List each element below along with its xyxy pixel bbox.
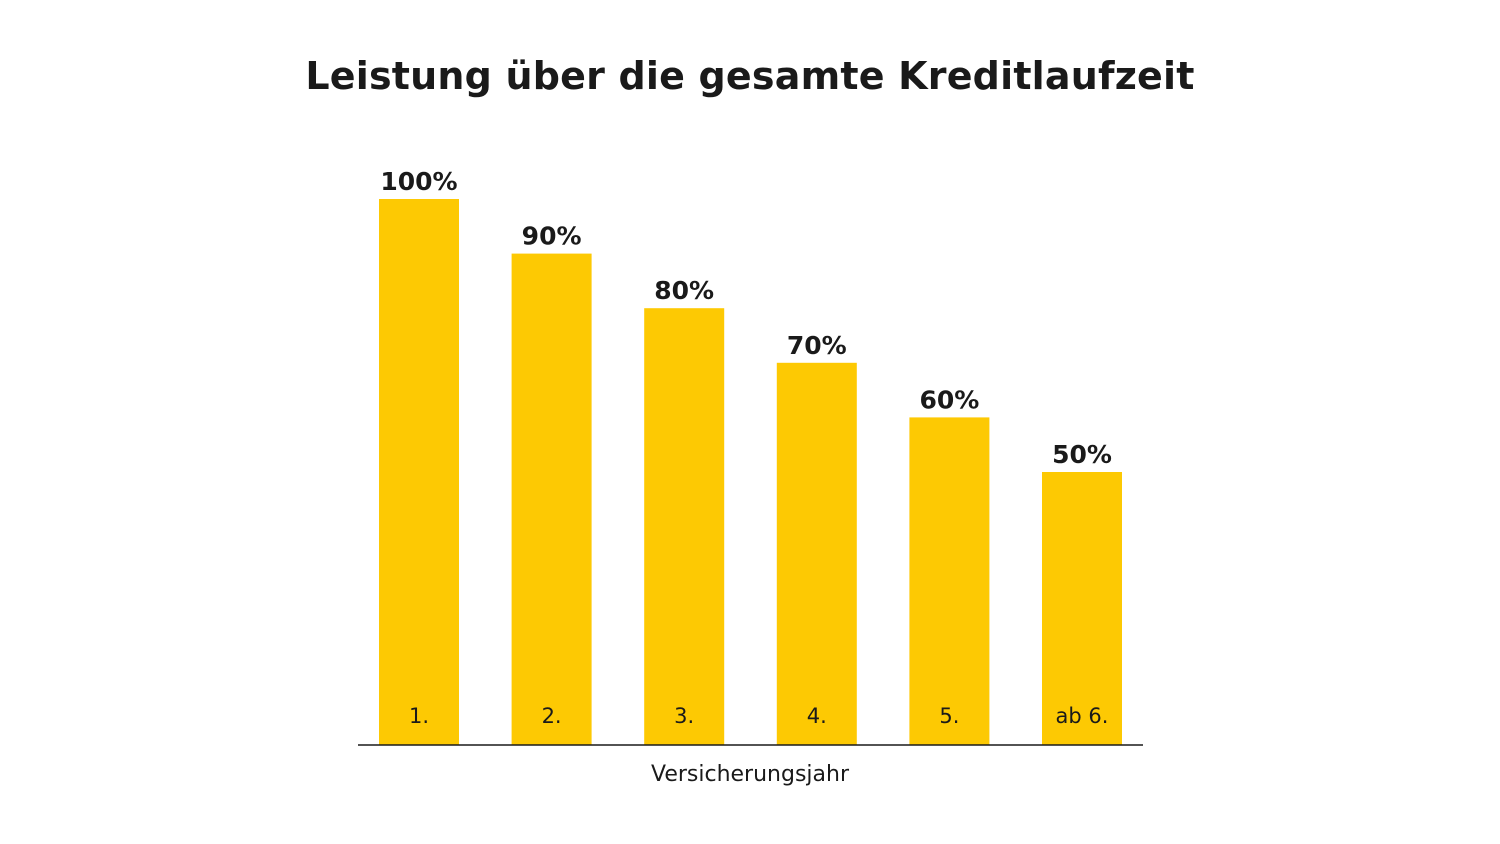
x-tick-label-6: ab 6. bbox=[1056, 704, 1109, 728]
bar-4 bbox=[776, 362, 857, 745]
data-label-6: 50% bbox=[1052, 440, 1112, 469]
tick-labels-group: 1. 2. 3. 4. 5. ab 6. bbox=[409, 704, 1108, 728]
bars-group bbox=[379, 199, 1122, 745]
bar-5 bbox=[909, 417, 990, 745]
x-tick-label-2: 2. bbox=[542, 704, 562, 728]
chart-title: Leistung über die gesamte Kreditlaufzeit bbox=[305, 54, 1195, 98]
bar-3 bbox=[644, 308, 725, 745]
x-tick-label-5: 5. bbox=[939, 704, 959, 728]
bar-6 bbox=[1042, 472, 1122, 745]
x-tick-label-4: 4. bbox=[807, 704, 827, 728]
data-label-1: 100% bbox=[380, 167, 457, 196]
data-label-2: 90% bbox=[522, 222, 582, 251]
data-label-5: 60% bbox=[919, 385, 979, 414]
bar-2 bbox=[511, 253, 592, 745]
data-label-4: 70% bbox=[787, 331, 847, 360]
x-tick-label-3: 3. bbox=[674, 704, 694, 728]
x-tick-label-1: 1. bbox=[409, 704, 429, 728]
value-labels-group: 100% 90% 80% 70% 60% 50% bbox=[380, 167, 1112, 469]
data-label-3: 80% bbox=[654, 276, 714, 305]
x-axis-label: Versicherungsjahr bbox=[650, 762, 849, 787]
bar-1 bbox=[379, 199, 459, 745]
